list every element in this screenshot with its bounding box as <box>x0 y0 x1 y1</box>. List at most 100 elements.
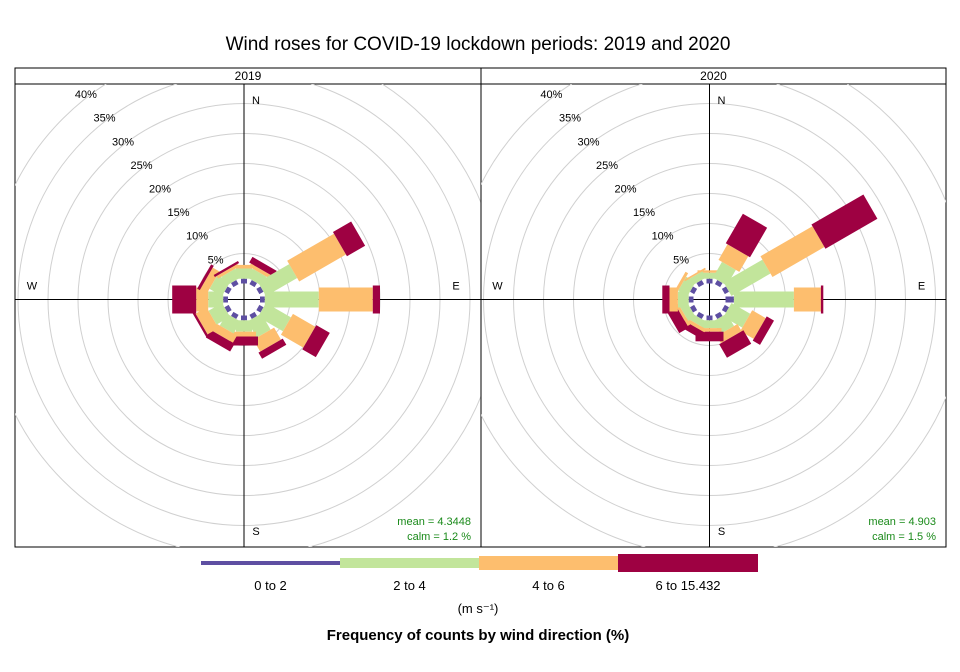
bar-segment <box>249 263 272 279</box>
bar-segment <box>688 296 694 303</box>
bar-segment <box>701 320 718 329</box>
bar-segment <box>205 329 235 352</box>
speed-legend: 0 to 2 2 to 4 4 to 6 6 to 15.432 <box>201 554 758 593</box>
bar-segment <box>662 285 670 314</box>
direction-0 <box>232 264 256 284</box>
cardinal-label: S <box>252 526 259 538</box>
bar-segment <box>372 285 380 314</box>
legend-swatch <box>340 558 479 568</box>
bar-segment <box>684 267 706 282</box>
bar-segment <box>249 256 277 277</box>
cardinal-label: E <box>918 281 925 293</box>
direction-90 <box>259 285 380 314</box>
legend-swatch <box>479 556 618 570</box>
bar-segment <box>172 285 197 314</box>
cardinal-label: E <box>452 281 459 293</box>
bar-segment <box>200 267 220 293</box>
bar-segment <box>213 260 240 278</box>
bar-segment <box>232 331 256 337</box>
direction-120 <box>256 302 330 358</box>
bar-segment <box>683 317 707 333</box>
bar-segment <box>723 302 751 328</box>
bar-segment <box>208 302 230 325</box>
bar-segment <box>701 272 718 279</box>
bar-segment <box>247 313 271 338</box>
cardinal-label: W <box>27 281 38 293</box>
legend-swatch <box>201 561 340 565</box>
bar-segment <box>221 268 241 286</box>
bar-segment <box>236 268 252 279</box>
bar-segment <box>696 311 705 320</box>
bar-segment <box>689 304 698 313</box>
bar-segment <box>258 338 287 359</box>
bar-segment <box>287 233 346 282</box>
chart-subtitle: Frequency of counts by wind direction (%… <box>327 627 630 644</box>
direction-120 <box>721 302 775 345</box>
units-label: (m s⁻¹) <box>458 601 499 616</box>
bar-segment <box>224 286 232 295</box>
bar-segment <box>253 327 281 352</box>
direction-240 <box>192 302 232 338</box>
bar-segment <box>725 213 768 258</box>
bar-segment <box>197 264 214 291</box>
bar-segment <box>256 286 264 295</box>
bar-segment <box>223 296 229 303</box>
bar-segment <box>696 279 705 288</box>
ring-label: 20% <box>615 184 637 196</box>
direction-180 <box>230 315 258 346</box>
legend-swatch <box>618 554 758 572</box>
ring-label: 10% <box>652 231 674 243</box>
bar-segment <box>811 194 878 249</box>
ring-label: 10% <box>186 231 208 243</box>
bar-segment <box>241 278 247 284</box>
bar-segment <box>241 315 247 321</box>
bar-segment <box>232 264 256 269</box>
bar-segment <box>725 296 734 303</box>
direction-90 <box>725 285 824 314</box>
bar-segment <box>689 286 698 295</box>
cardinal-label: N <box>252 95 260 107</box>
direction-60 <box>721 194 878 297</box>
bar-segment <box>675 303 691 326</box>
bar-segment <box>697 270 722 273</box>
ring-label: 15% <box>633 207 655 219</box>
bar-segment <box>230 336 258 346</box>
bar-segment <box>673 271 689 295</box>
bar-segment <box>258 264 298 297</box>
direction-60 <box>256 221 366 297</box>
ring-label: 15% <box>168 207 190 219</box>
bar-segment <box>302 325 330 358</box>
direction-150 <box>247 311 287 359</box>
bar-segment <box>249 279 257 288</box>
bar-segment <box>236 320 252 332</box>
direction-180 <box>695 315 724 342</box>
bar-segment <box>332 221 366 257</box>
ring-label: 35% <box>93 113 115 125</box>
bar-segment <box>231 311 239 320</box>
bar-segment <box>216 264 239 279</box>
mean-stat: mean = 4.3448 <box>397 516 471 528</box>
bar-segment <box>721 286 730 295</box>
direction-330 <box>684 267 707 288</box>
panel-border <box>14 67 482 548</box>
legend-label: 2 to 4 <box>393 578 426 593</box>
calm-stat: calm = 1.5 % <box>872 531 936 543</box>
bar-segment <box>706 315 713 321</box>
bar-segment <box>733 291 794 308</box>
chart-title: Wind roses for COVID-19 lockdown periods… <box>226 34 731 55</box>
ring-label: 30% <box>577 136 599 148</box>
panel-strip-label: 2020 <box>700 69 727 83</box>
bar-segment <box>258 302 291 332</box>
bar-segment <box>280 313 316 348</box>
ring-label: 35% <box>559 113 581 125</box>
bar-segment <box>714 311 723 320</box>
direction-300 <box>197 264 232 297</box>
mean-stat: mean = 4.903 <box>868 516 936 528</box>
panel-plot-area: 5% 10% 15% 20% 25% 30% 35% 40% <box>481 84 946 547</box>
bar-segment <box>718 244 749 272</box>
direction-270 <box>172 285 229 314</box>
